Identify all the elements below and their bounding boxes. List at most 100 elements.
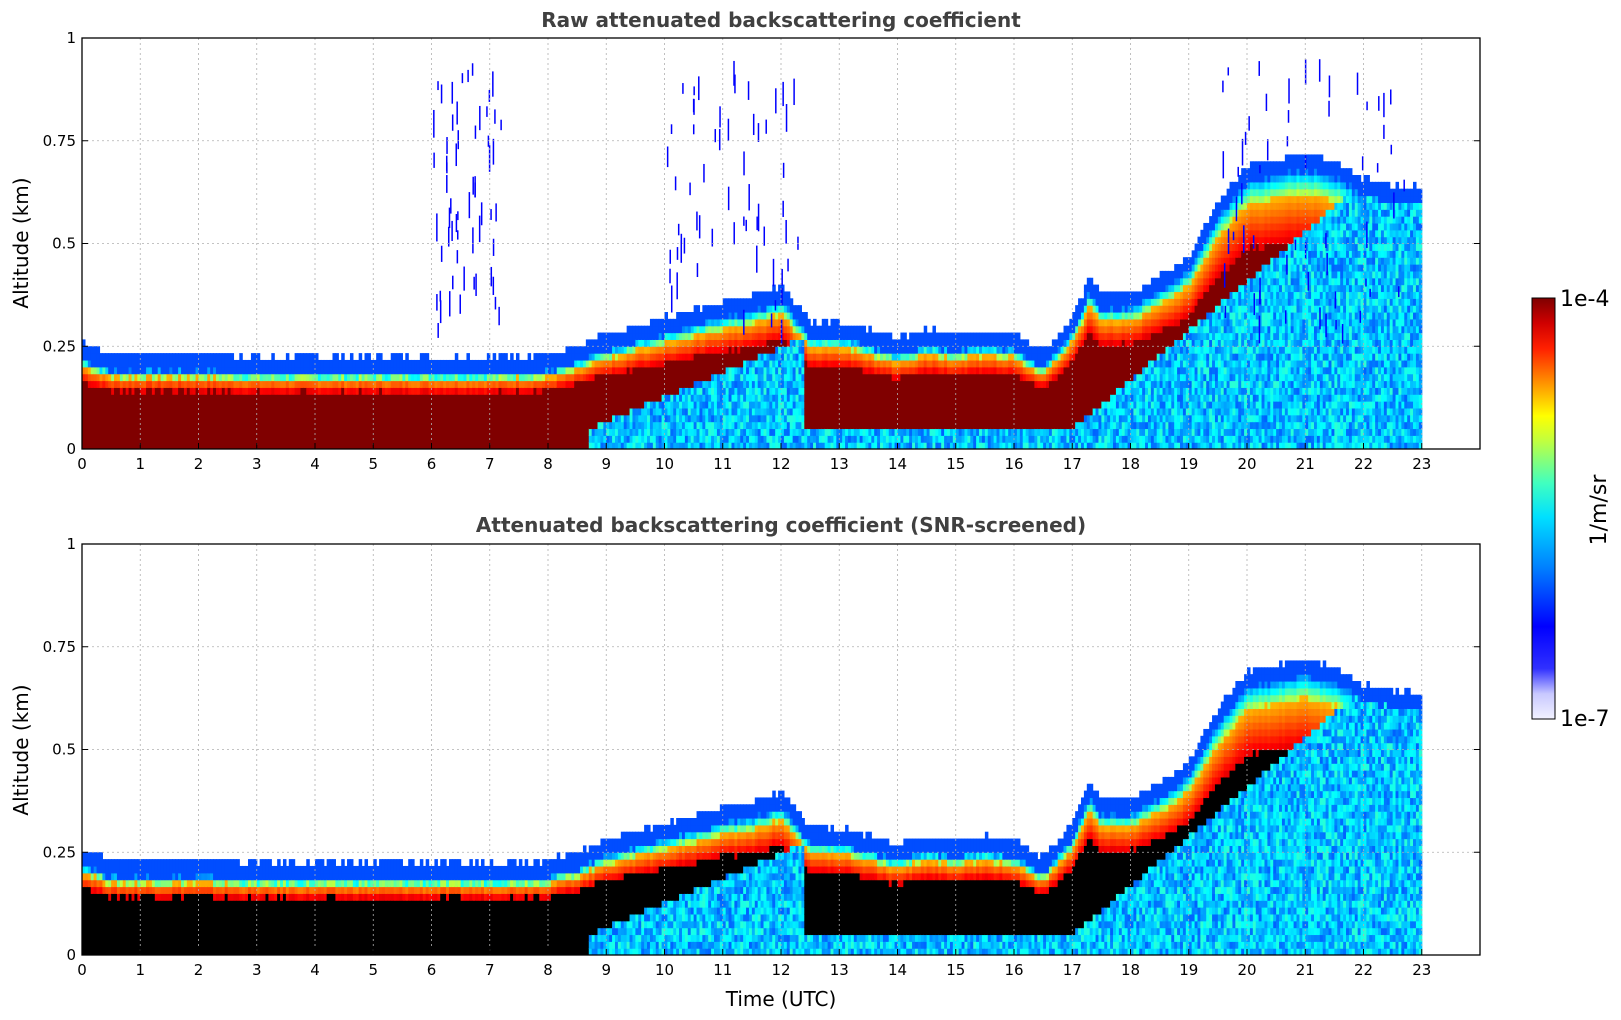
heatmap-cell: [355, 394, 360, 402]
heatmap-cell: [87, 435, 92, 443]
heatmap-cell: [658, 421, 663, 430]
heatmap-cell: [923, 387, 928, 395]
heatmap-cell: [818, 325, 823, 334]
heatmap-cell: [763, 305, 768, 313]
heatmap-cell: [775, 387, 779, 395]
heatmap-cell: [801, 428, 805, 436]
heatmap-cell: [719, 428, 724, 436]
heatmap-cell: [815, 325, 820, 334]
heatmap-cell: [644, 387, 648, 395]
heatmap-cell: [693, 332, 698, 340]
heatmap-cell: [274, 373, 278, 382]
heatmap-cell: [137, 387, 141, 395]
heatmap-cell: [795, 442, 800, 449]
heatmap-cell: [419, 407, 424, 416]
heatmap-cell: [772, 339, 776, 347]
heatmap-cell: [154, 394, 159, 402]
heatmap-cell: [670, 339, 674, 347]
heatmap-cell: [664, 332, 669, 340]
heatmap-cell: [679, 332, 683, 340]
heatmap-cell: [804, 339, 808, 347]
heatmap-cell: [285, 353, 290, 361]
heatmap-cell: [128, 414, 133, 423]
heatmap-cell: [306, 380, 310, 388]
heatmap-cell: [614, 366, 619, 375]
heatmap-cell: [253, 421, 258, 430]
heatmap-cell: [128, 366, 133, 375]
heatmap-cell: [553, 373, 558, 382]
heatmap-cell: [845, 442, 849, 449]
heatmap-cell: [955, 380, 960, 388]
heatmap-cell: [909, 359, 913, 368]
heatmap-cell: [309, 394, 313, 402]
heatmap-cell: [451, 380, 456, 388]
heatmap-cell: [882, 346, 887, 354]
heatmap-cell: [352, 401, 357, 409]
heatmap-cell: [681, 428, 686, 436]
heatmap-cell: [513, 359, 517, 368]
heatmap-cell: [716, 407, 721, 416]
heatmap-cell: [288, 442, 293, 449]
heatmap-cell: [795, 318, 800, 327]
heatmap-cell: [871, 373, 875, 382]
heatmap-cell: [862, 380, 867, 388]
heatmap-cell: [201, 428, 205, 436]
heatmap-cell: [833, 394, 837, 402]
heatmap-cell: [923, 380, 928, 388]
heatmap-cell: [568, 346, 572, 354]
heatmap-cell: [323, 414, 328, 423]
heatmap-cell: [853, 359, 858, 368]
heatmap-cell: [815, 401, 820, 409]
heatmap-cell: [119, 442, 124, 449]
heatmap-cell: [856, 407, 861, 416]
heatmap-cell: [687, 353, 692, 361]
heatmap-cell: [801, 353, 805, 361]
heatmap-cell: [670, 407, 674, 416]
heatmap-cell: [623, 407, 628, 416]
heatmap-cell: [673, 407, 677, 416]
heatmap-cell: [673, 435, 677, 443]
heatmap-cell: [804, 407, 808, 416]
heatmap-cell: [606, 401, 610, 409]
heatmap-cell: [629, 325, 634, 334]
heatmap-cell: [542, 428, 546, 436]
heatmap-cell: [641, 394, 645, 402]
heatmap-cell: [708, 394, 712, 402]
heatmap-cell: [652, 353, 657, 361]
heatmap-cell: [903, 442, 907, 449]
heatmap-cell: [443, 394, 447, 402]
heatmap-cell: [877, 394, 881, 402]
heatmap-cell: [716, 325, 721, 334]
heatmap-cell: [623, 353, 628, 361]
heatmap-cell: [204, 373, 208, 382]
heatmap-cell: [367, 421, 371, 430]
heatmap-cell: [446, 414, 450, 423]
heatmap-cell: [157, 359, 162, 368]
heatmap-cell: [853, 366, 858, 375]
heatmap-cell: [880, 359, 884, 368]
heatmap-cell: [617, 366, 622, 375]
heatmap-cell: [294, 401, 299, 409]
heatmap-cell: [702, 407, 706, 416]
heatmap-cell: [303, 353, 307, 361]
heatmap-cell: [259, 359, 264, 368]
heatmap-cell: [402, 373, 406, 382]
heatmap-cell: [783, 380, 788, 388]
heatmap-cell: [367, 366, 371, 375]
heatmap-cell: [390, 428, 395, 436]
heatmap-cell: [195, 421, 200, 430]
heatmap-cell: [119, 380, 124, 388]
heatmap-cell: [979, 421, 983, 430]
heatmap-cell: [329, 414, 334, 423]
heatmap-cell: [807, 325, 811, 334]
heatmap-cell: [970, 332, 974, 340]
heatmap-cell: [381, 428, 386, 436]
heatmap-cell: [102, 401, 106, 409]
heatmap-cell: [466, 421, 470, 430]
heatmap-cell: [914, 442, 919, 449]
heatmap-cell: [705, 373, 709, 382]
heatmap-cell: [629, 421, 634, 430]
heatmap-cell: [923, 373, 928, 382]
heatmap-cell: [515, 407, 520, 416]
heatmap-cell: [513, 428, 517, 436]
